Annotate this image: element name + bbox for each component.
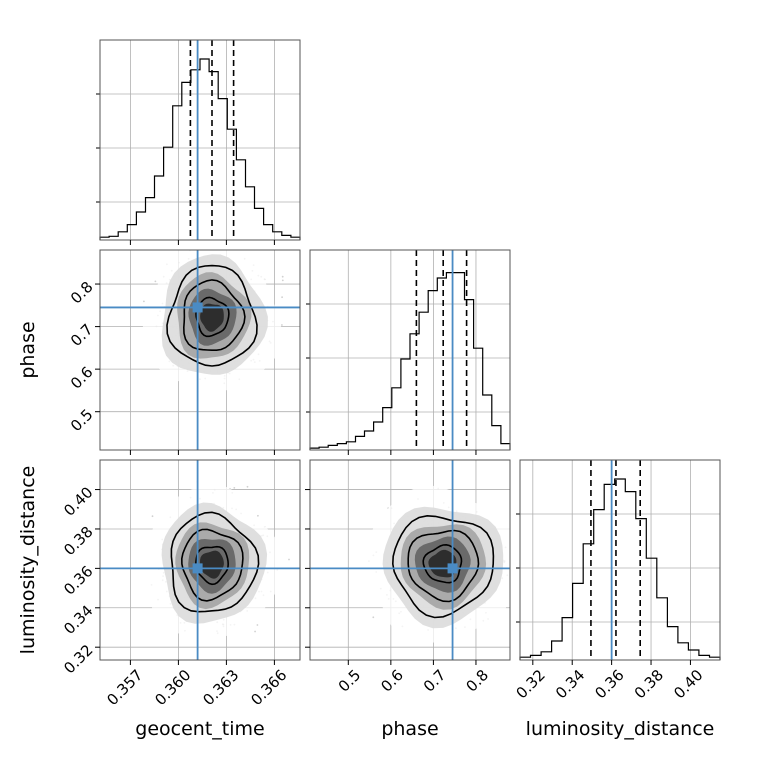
histogram-luminosity_distance xyxy=(516,459,721,661)
histogram-step xyxy=(519,478,721,660)
scatter-area xyxy=(100,460,300,660)
axes-frame xyxy=(99,39,301,241)
y-tick-label: 0.40 xyxy=(60,483,96,519)
sample-point xyxy=(281,275,284,278)
sample-point xyxy=(198,242,200,244)
sample-point xyxy=(154,280,157,283)
y-axis-label: phase xyxy=(17,321,39,378)
contour-line xyxy=(166,264,258,367)
sample-point xyxy=(521,597,523,599)
sample-point xyxy=(513,575,515,577)
contour-line xyxy=(195,296,230,338)
y-tick-label: 0.8 xyxy=(67,278,97,308)
x-tick-label: 0.366 xyxy=(247,666,290,709)
y-tick-label: 0.32 xyxy=(60,641,96,677)
density-level xyxy=(200,550,224,579)
x-tick-label: 0.360 xyxy=(151,666,194,709)
y-tick-label: 0.34 xyxy=(60,602,96,638)
x-tick-label: 0.40 xyxy=(670,666,706,702)
x-tick-label: 0.363 xyxy=(199,666,242,709)
histogram-step xyxy=(99,58,301,240)
x-axis-label: geocent_time xyxy=(135,718,264,740)
truth-marker xyxy=(192,302,203,313)
sample-point xyxy=(281,279,284,282)
truth-marker xyxy=(447,563,458,574)
histogram-phase xyxy=(306,249,511,451)
axes-frame xyxy=(309,249,511,451)
sample-point xyxy=(257,514,259,517)
sample-point xyxy=(281,324,283,326)
x-tick-label: 0.7 xyxy=(420,666,450,696)
x-tick-label: 0.32 xyxy=(513,666,549,702)
sample-point xyxy=(525,558,527,560)
sample-point xyxy=(529,574,531,576)
contour-line xyxy=(182,279,246,351)
sample-point xyxy=(151,515,154,518)
sample-point xyxy=(195,241,197,243)
axes-frame xyxy=(99,249,301,451)
x-tick-label: 0.6 xyxy=(377,666,407,696)
contour-line xyxy=(180,528,244,602)
scatter-phase-luminosity_distance xyxy=(309,459,531,661)
truth-marker xyxy=(192,563,203,574)
axes-frame xyxy=(519,459,721,661)
sample-point xyxy=(143,300,145,303)
x-tick-label: 0.357 xyxy=(103,666,146,709)
sample-point xyxy=(517,584,519,586)
contour-line xyxy=(391,514,495,619)
sample-point xyxy=(515,554,517,556)
sample-point xyxy=(254,630,256,633)
sample-point xyxy=(372,616,375,619)
contour-line xyxy=(170,511,260,613)
contour-line xyxy=(407,529,480,603)
sample-point xyxy=(210,248,212,250)
sample-point xyxy=(233,487,236,489)
y-tick-label: 0.5 xyxy=(67,406,97,436)
y-axis-label: luminosity_distance xyxy=(17,466,39,655)
y-tick-label: 0.6 xyxy=(67,363,97,393)
scatter-area xyxy=(310,460,531,660)
x-tick-label: 0.34 xyxy=(552,666,588,702)
sample-point xyxy=(525,587,527,589)
sample-point xyxy=(256,624,259,626)
axes-frame xyxy=(309,459,511,661)
histogram-step xyxy=(309,272,511,450)
sample-point xyxy=(246,485,249,488)
sample-point xyxy=(210,246,212,248)
density-level xyxy=(200,303,224,332)
x-tick-label: 0.5 xyxy=(335,666,365,696)
scatter-area xyxy=(100,241,300,450)
x-axis-label: phase xyxy=(381,718,438,740)
y-tick-label: 0.36 xyxy=(60,562,96,598)
x-tick-label: 0.8 xyxy=(462,666,492,696)
histogram-geocent_time xyxy=(96,39,301,241)
scatter-geocent_time-phase xyxy=(99,241,301,451)
axes-frame xyxy=(99,459,301,661)
x-tick-label: 0.38 xyxy=(631,666,667,702)
sample-point xyxy=(281,296,283,299)
y-tick-label: 0.7 xyxy=(67,320,97,350)
y-tick-label: 0.38 xyxy=(60,523,96,559)
scatter-geocent_time-luminosity_distance xyxy=(99,459,301,661)
sample-point xyxy=(288,558,290,561)
x-axis-label: luminosity_distance xyxy=(526,718,715,740)
x-tick-label: 0.36 xyxy=(591,666,627,702)
